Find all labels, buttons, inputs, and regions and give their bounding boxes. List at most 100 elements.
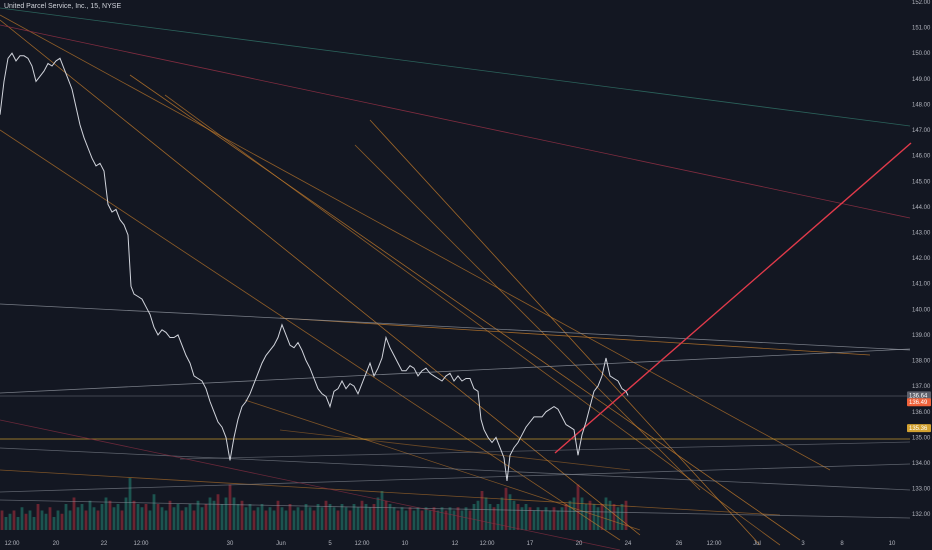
volume-bar	[596, 507, 600, 530]
volume-bar	[272, 510, 276, 530]
volume-bar	[532, 510, 536, 530]
trend-line[interactable]	[279, 317, 871, 356]
x-tick-label: 26	[676, 541, 683, 547]
volume-bar	[556, 510, 560, 530]
volume-bar	[124, 497, 128, 530]
volume-bar	[332, 507, 336, 530]
volume-bar	[612, 504, 616, 530]
volume-bar	[36, 504, 40, 530]
volume-bar	[20, 507, 24, 530]
volume-bar	[452, 510, 456, 530]
volume-bar	[248, 504, 252, 530]
trend-line[interactable]	[0, 469, 781, 516]
volume-bar	[280, 507, 284, 530]
trend-line[interactable]	[354, 144, 701, 491]
x-tick-label: 12:00	[133, 541, 149, 547]
volume-bar	[536, 507, 540, 530]
trend-line[interactable]	[0, 499, 911, 519]
volume-bar	[528, 507, 532, 530]
volume-bar	[420, 510, 424, 530]
volume-bar	[252, 510, 256, 530]
price-badge	[907, 424, 931, 433]
volume-bar	[180, 510, 184, 530]
volume-bar	[8, 513, 12, 530]
volume-bar	[44, 513, 48, 530]
volume-bar	[460, 510, 464, 530]
volume-bar	[76, 507, 80, 530]
volume-bar	[560, 507, 564, 530]
trend-line[interactable]	[0, 129, 621, 541]
volume-bar	[216, 494, 220, 530]
volume-bar	[200, 507, 204, 530]
volume-bar	[240, 500, 244, 530]
trend-line[interactable]	[0, 19, 641, 536]
price-line	[0, 52, 629, 481]
volume-bar	[108, 500, 112, 530]
volume-bar	[164, 510, 168, 530]
volume-bar	[24, 513, 28, 530]
volume-bar	[192, 510, 196, 530]
y-tick-label: 134.00	[912, 461, 931, 467]
volume-bar	[360, 500, 364, 530]
volume-bar	[568, 500, 572, 530]
volume-bar	[28, 510, 32, 530]
volume-bar	[620, 504, 624, 530]
x-tick-label: 12:00	[4, 541, 20, 547]
trend-line[interactable]	[0, 419, 621, 550]
trend-line[interactable]	[129, 74, 801, 541]
volume-bar	[220, 504, 224, 530]
trend-line[interactable]	[244, 399, 641, 531]
volume-bar	[496, 504, 500, 530]
volume-bar	[348, 510, 352, 530]
trend-line[interactable]	[179, 441, 911, 460]
volume-bar	[160, 507, 164, 530]
volume-bar	[480, 491, 484, 530]
trend-line[interactable]	[279, 429, 631, 471]
trend-line[interactable]	[0, 447, 911, 491]
volume-bar	[540, 510, 544, 530]
volume-bar	[380, 491, 384, 530]
volume-bar	[364, 504, 368, 530]
volume-bar	[136, 504, 140, 530]
y-tick-label: 146.00	[912, 154, 931, 160]
trend-line[interactable]	[0, 303, 911, 351]
volume-bar	[152, 494, 156, 530]
trend-line[interactable]	[164, 94, 781, 546]
volume-bar	[120, 510, 124, 530]
price-badge-label: 136.49	[909, 400, 928, 406]
volume-bar	[512, 500, 516, 530]
y-tick-label: 143.00	[912, 230, 931, 236]
trend-line[interactable]	[0, 24, 911, 219]
volume-bar	[340, 504, 344, 530]
volume-bar	[516, 504, 520, 530]
volume-bar	[232, 497, 236, 530]
volume-bar	[444, 510, 448, 530]
y-tick-label: 142.00	[912, 256, 931, 262]
trend-line[interactable]	[0, 7, 911, 127]
volume-bar	[116, 504, 120, 530]
volume-bar	[600, 504, 604, 530]
x-tick-label: 12:00	[479, 541, 495, 547]
trend-line[interactable]	[0, 463, 911, 493]
x-tick-label: 30	[227, 541, 234, 547]
volume-bar	[228, 484, 232, 530]
volume-bar	[320, 507, 324, 530]
volume-bar	[304, 504, 308, 530]
y-tick-label: 135.00	[912, 435, 931, 441]
volume-bar	[368, 507, 372, 530]
volume-bar	[428, 510, 432, 530]
volume-bar	[260, 504, 264, 530]
y-tick-label: 152.00	[912, 0, 931, 6]
x-tick-label: 10	[402, 541, 409, 547]
trend-line[interactable]	[0, 14, 831, 471]
volume-bar	[144, 504, 148, 530]
y-tick-label: 141.00	[912, 282, 931, 288]
y-tick-label: 138.00	[912, 359, 931, 365]
trend-line[interactable]	[0, 348, 911, 394]
volume-bar	[344, 507, 348, 530]
volume-bar	[112, 507, 116, 530]
volume-bar	[524, 504, 528, 530]
trend-line[interactable]	[554, 142, 912, 454]
